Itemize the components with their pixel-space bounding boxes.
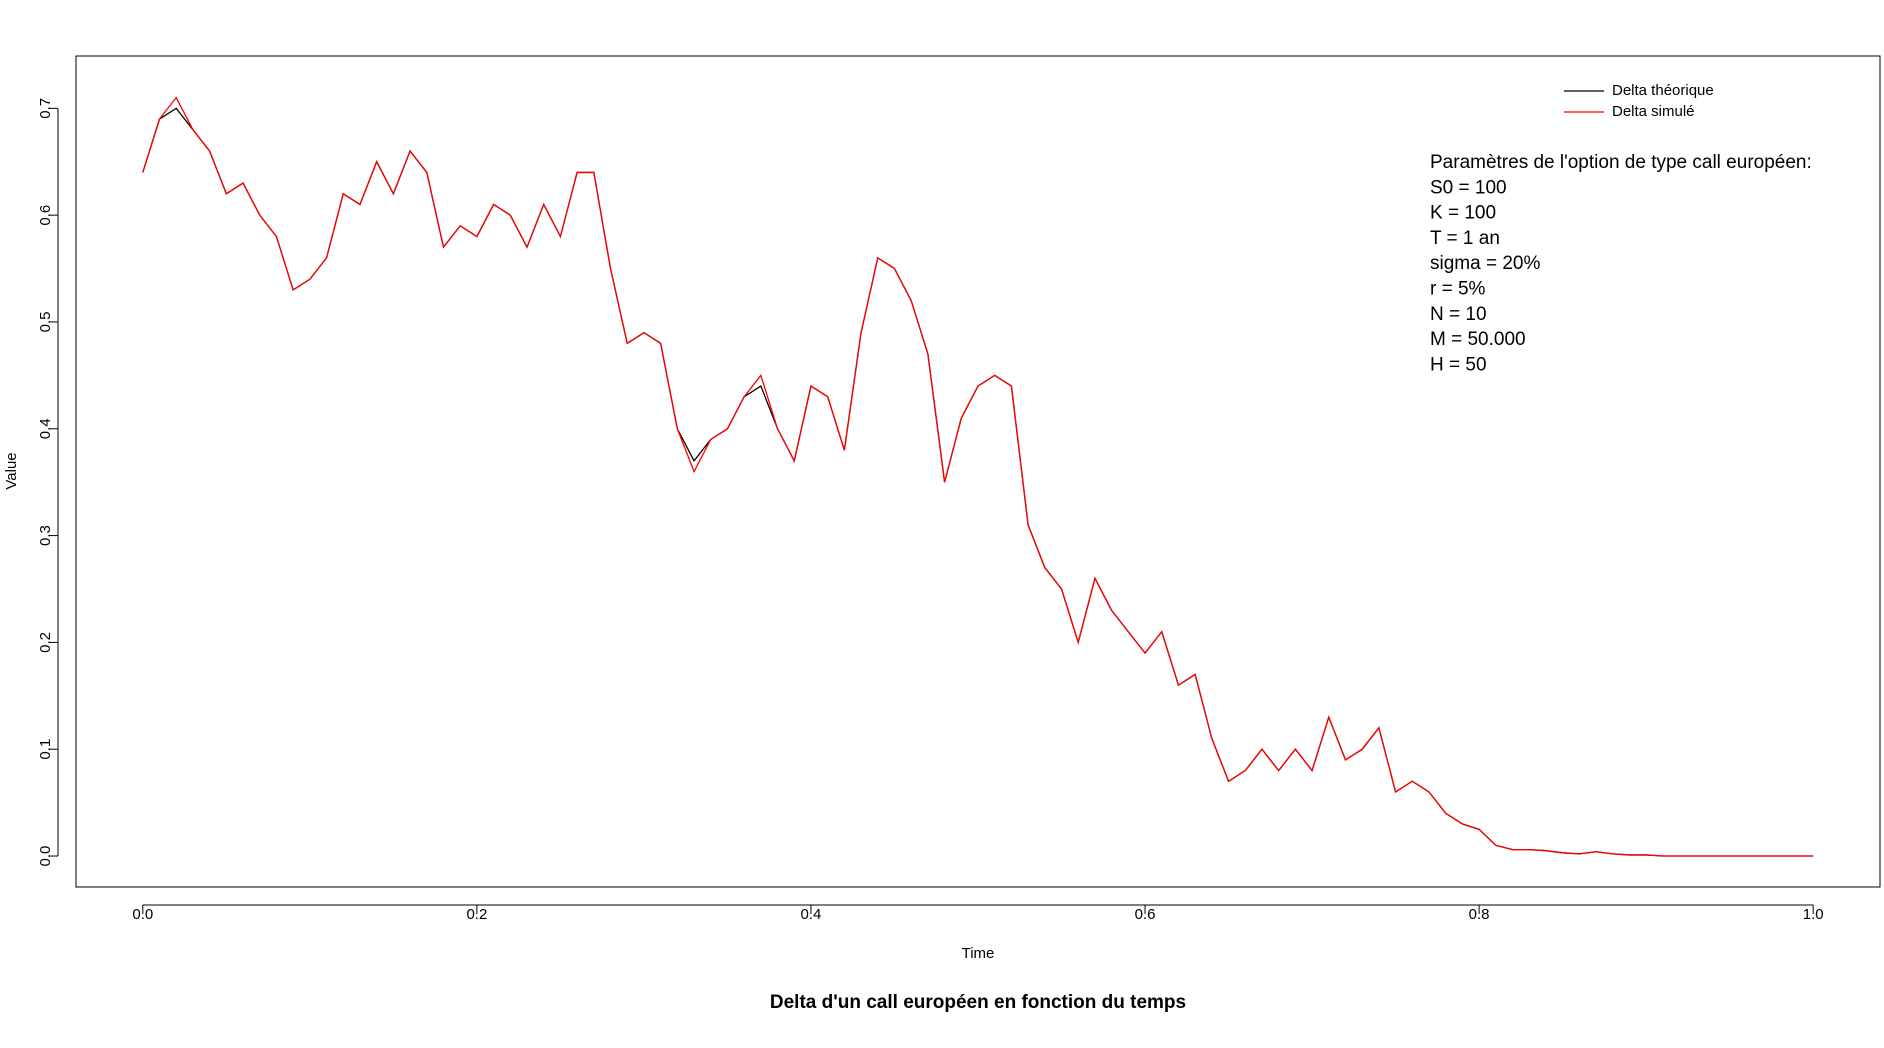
x-tick-label: 0.8 (1469, 906, 1490, 923)
annotation: S0 = 100 (1430, 177, 1507, 198)
y-tick-label: 0.0 (37, 846, 54, 867)
chart-title: Delta d'un call européen en fonction du … (770, 992, 1186, 1013)
legend-label: Delta théorique (1612, 82, 1714, 99)
y-tick-label: 0.3 (37, 525, 54, 546)
y-tick-label: 0.5 (37, 312, 54, 333)
annotation: T = 1 an (1430, 228, 1500, 249)
data-line (142, 107, 1814, 857)
annotation: K = 100 (1430, 203, 1496, 224)
data-line (142, 96, 1814, 857)
x-tick-label: 0.0 (132, 906, 153, 923)
annotation: sigma = 20% (1430, 253, 1540, 274)
x-tick-label: 0.2 (466, 906, 487, 923)
plot-frame (75, 55, 1881, 888)
x-tick-label: 1.0 (1803, 906, 1824, 923)
x-tick-label: 0.6 (1135, 906, 1156, 923)
annotation: Paramètres de l'option de type call euro… (1430, 152, 1812, 173)
annotation: M = 50.000 (1430, 329, 1526, 350)
y-tick-label: 0.6 (37, 205, 54, 226)
x-axis-label: Time (962, 945, 995, 962)
y-axis-label: Value (3, 452, 20, 489)
annotation: H = 50 (1430, 354, 1487, 375)
x-tick-label: 0.4 (801, 906, 822, 923)
y-tick-label: 0.2 (37, 632, 54, 653)
annotation: r = 5% (1430, 279, 1486, 300)
legend-label: Delta simulé (1612, 103, 1695, 120)
y-tick-label: 0.7 (37, 98, 54, 119)
annotation: N = 10 (1430, 304, 1487, 325)
y-tick-label: 0.4 (37, 418, 54, 439)
y-tick-label: 0.1 (37, 739, 54, 760)
